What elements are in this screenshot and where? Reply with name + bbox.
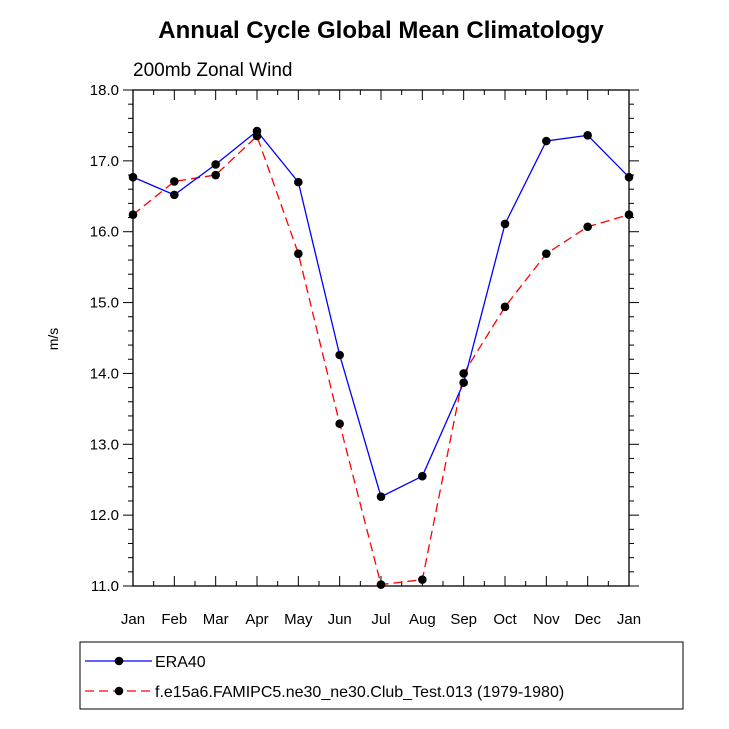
- legend-marker: [114, 656, 124, 666]
- data-point: [376, 580, 386, 589]
- x-tick-label: Dec: [574, 611, 601, 628]
- data-point: [335, 419, 344, 429]
- x-tick-label: Mar: [203, 611, 229, 628]
- y-tick-label: 15.0: [90, 295, 119, 312]
- data-point: [583, 131, 592, 140]
- y-tick-label: 14.0: [90, 365, 119, 382]
- y-tick-label: 18.0: [90, 82, 119, 99]
- data-point: [128, 210, 138, 220]
- data-point: [211, 170, 220, 180]
- data-point: [128, 172, 138, 182]
- data-point: [170, 177, 179, 186]
- series-line: [132, 134, 630, 586]
- y-tick-label: 17.0: [90, 153, 119, 170]
- data-point: [252, 126, 262, 136]
- chart-title: Annual Cycle Global Mean Climatology: [158, 17, 604, 44]
- chart-subtitle: 200mb Zonal Wind: [133, 60, 292, 81]
- data-point: [624, 210, 634, 220]
- data-point: [542, 136, 551, 146]
- data-series: [128, 126, 634, 589]
- legend: ERA40 f.e15a6.FAMIPC5.ne30_ne30.Club_Test…: [85, 654, 564, 701]
- y-axis-label: m/s: [45, 328, 61, 351]
- data-point: [335, 350, 344, 360]
- x-tick-label: Oct: [493, 611, 517, 628]
- data-point: [376, 492, 386, 502]
- legend-label: ERA40: [155, 654, 206, 671]
- x-tick-label: Jan: [617, 611, 641, 628]
- y-tick-label: 12.0: [90, 507, 119, 524]
- series-line: [132, 130, 630, 498]
- x-tick-label: Apr: [245, 611, 268, 628]
- data-point: [500, 219, 510, 229]
- plot-frame: [132, 89, 630, 587]
- x-tick-label: Jul: [371, 611, 390, 628]
- data-point: [583, 222, 592, 232]
- x-tick-labels: Jan Feb Mar Apr May Jun Jul Aug Sep Oct Nov Dec Jan: [121, 611, 641, 628]
- data-point: [294, 249, 303, 258]
- data-point: [500, 302, 510, 312]
- y-tick-label: 16.0: [90, 224, 119, 241]
- x-tick-label: Nov: [533, 611, 560, 628]
- x-tick-label: Jan: [121, 611, 145, 628]
- x-tick-label: Jun: [328, 611, 352, 628]
- data-point: [418, 575, 427, 584]
- x-tick-label: May: [284, 611, 313, 628]
- data-point: [459, 369, 468, 378]
- data-point: [170, 190, 179, 200]
- x-tick-label: Sep: [450, 611, 477, 628]
- legend-box: [79, 641, 684, 710]
- data-point: [624, 172, 634, 182]
- data-point: [294, 177, 303, 187]
- x-tick-label: Feb: [161, 611, 187, 628]
- data-point: [211, 160, 220, 169]
- y-tick-labels: 11.0 12.0 13.0 14.0 15.0 16.0 17.0 18.0: [90, 82, 119, 595]
- x-tick-label: Aug: [409, 611, 436, 628]
- legend-label: f.e15a6.FAMIPC5.ne30_ne30.Club_Test.013 …: [155, 684, 564, 701]
- data-point: [459, 378, 468, 387]
- y-tick-label: 13.0: [90, 436, 119, 453]
- axis-ticks: [123, 89, 639, 587]
- data-point: [542, 249, 551, 258]
- data-point: [418, 471, 427, 481]
- y-tick-label: 11.0: [91, 578, 119, 595]
- legend-marker: [114, 686, 124, 696]
